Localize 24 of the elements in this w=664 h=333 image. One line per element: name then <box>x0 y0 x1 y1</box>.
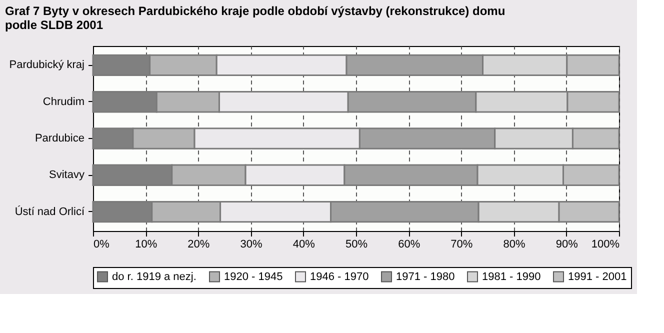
x-tick-label: 50% <box>345 238 368 250</box>
y-tick-label: Chrudim <box>42 96 84 108</box>
x-tick-label: 60% <box>398 238 420 250</box>
legend-label: 1946 - 1970 <box>310 270 369 283</box>
y-tick-label: Pardubický kraj <box>9 59 84 72</box>
y-tick-label: Ústí nad Orlicí <box>14 204 86 218</box>
x-tick-label: 90% <box>556 238 578 250</box>
x-tick-label: 10% <box>135 238 158 250</box>
y-tick-label: Svitavy <box>49 169 85 182</box>
legend-label: 1991 - 2001 <box>568 270 627 283</box>
text: podle SLDB 2001 <box>5 18 104 32</box>
x-tick-label: 80% <box>503 238 526 250</box>
text: Graf 7 Byty v okresech Pardubického kraje podle období výstavby (rekonstrukce) domu <box>5 4 506 18</box>
legend-label: do r. 1919 a nezj. <box>112 270 196 283</box>
legend-label: 1981 - 1990 <box>482 270 541 283</box>
x-tick-label: 0% <box>94 238 110 250</box>
x-tick-label: 30% <box>240 238 263 250</box>
y-tick-label: Pardubice <box>34 132 84 144</box>
x-tick-label: 100% <box>591 238 620 250</box>
x-tick-label: 40% <box>292 238 316 250</box>
x-tick-label: 20% <box>188 238 210 250</box>
x-tick-label: 70% <box>450 238 473 250</box>
legend-label: 1920 - 1945 <box>224 270 283 283</box>
legend-label: 1971 - 1980 <box>396 270 455 283</box>
